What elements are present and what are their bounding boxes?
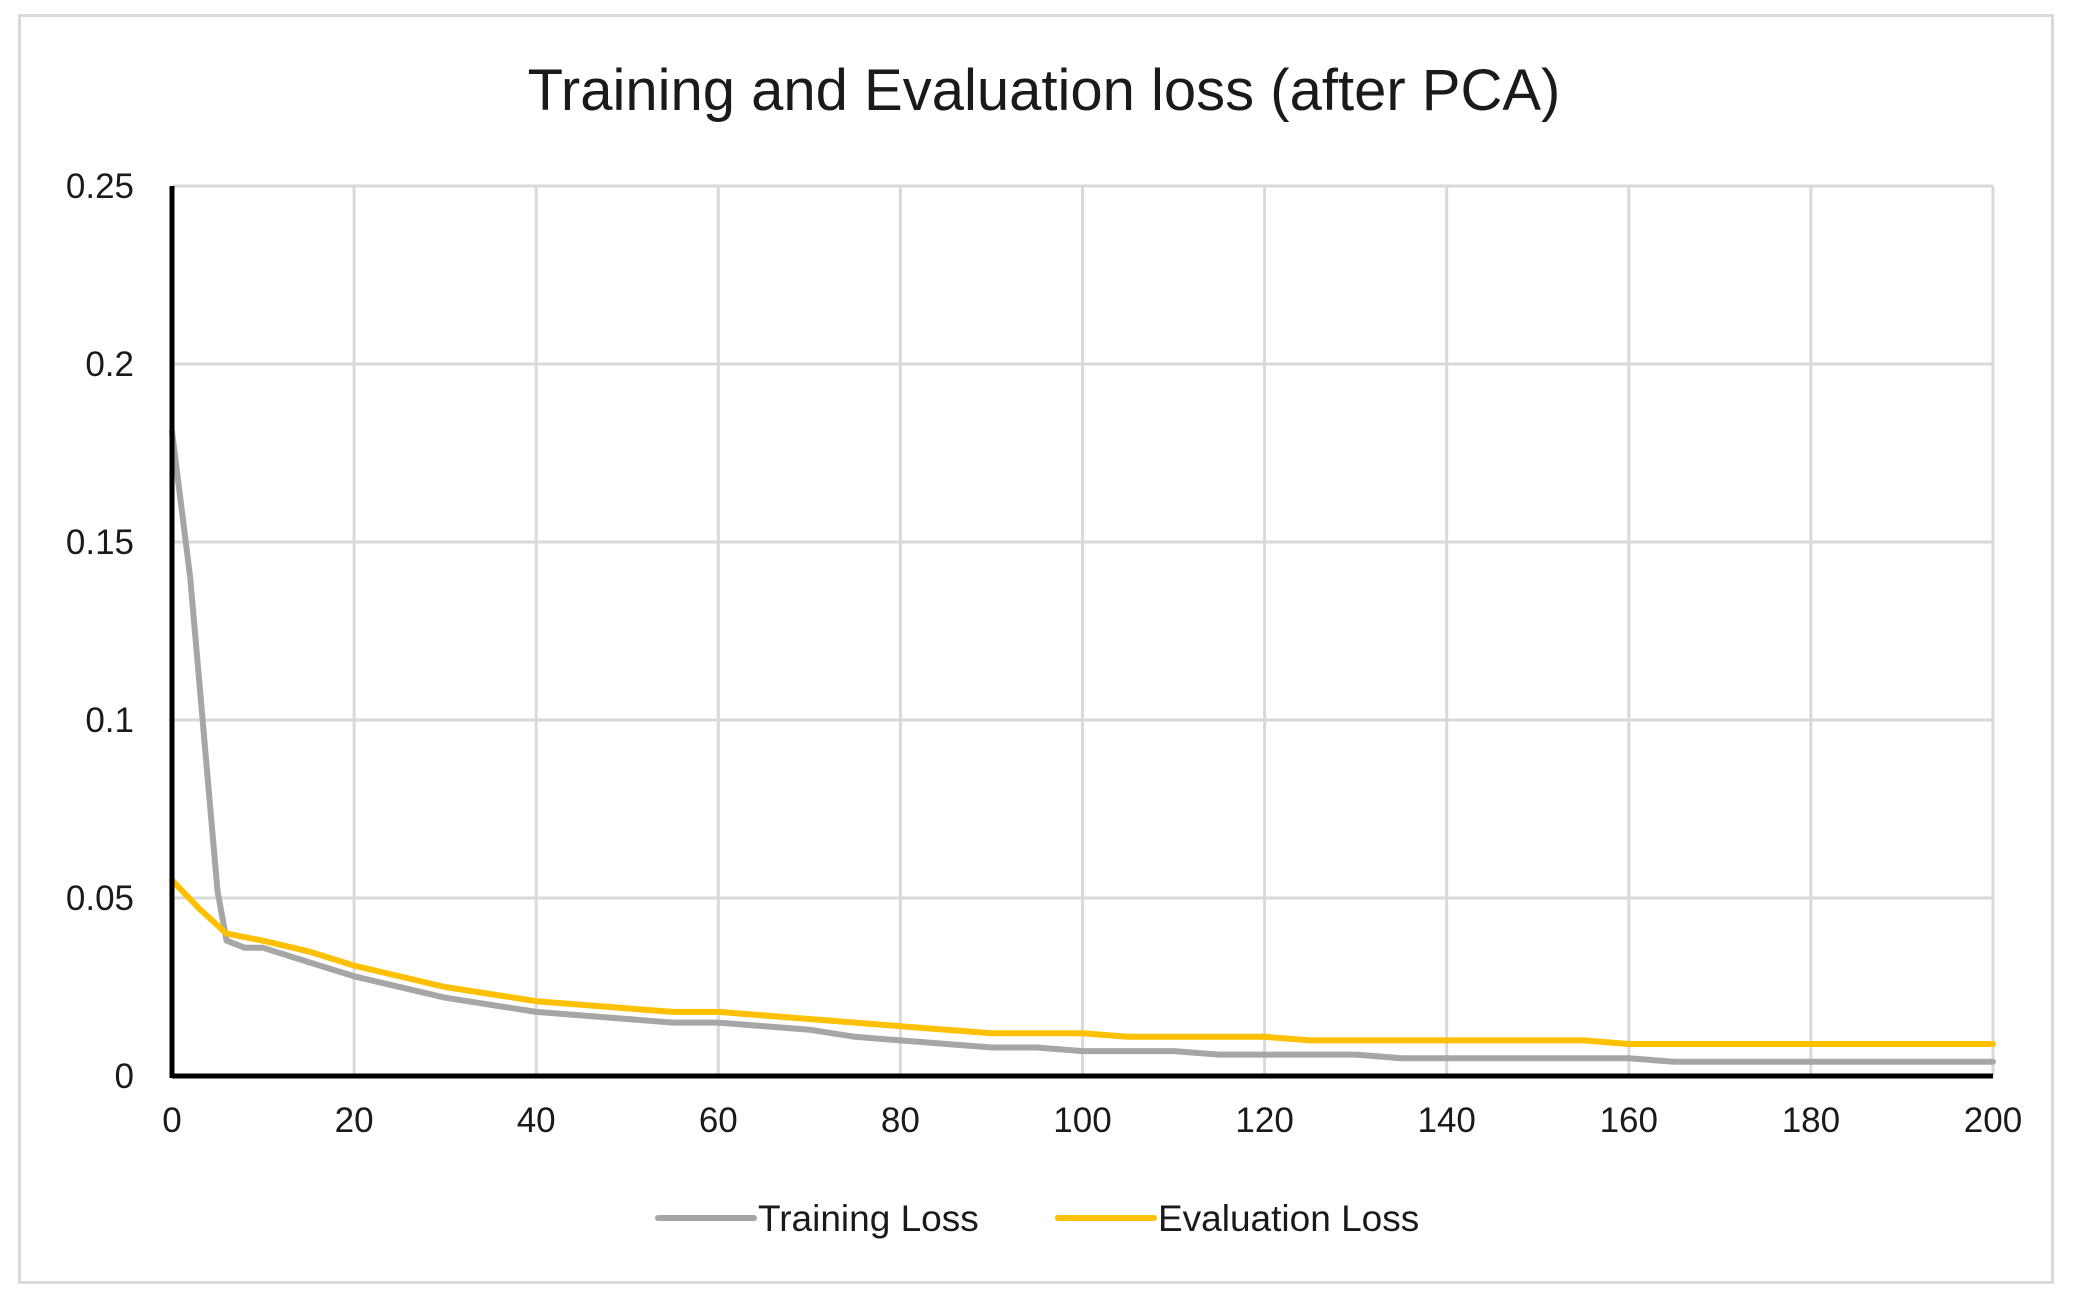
x-tick-label: 140	[1417, 1101, 1475, 1140]
series-lines	[169, 428, 1996, 1065]
x-tick-label: 80	[881, 1101, 920, 1140]
y-tick-label: 0.25	[66, 167, 134, 206]
axes	[169, 186, 1993, 1079]
series-line-training-loss	[169, 428, 1996, 1065]
x-tick-label: 180	[1782, 1101, 1840, 1140]
y-tick-label: 0.15	[66, 523, 134, 562]
x-tick-label: 160	[1600, 1101, 1658, 1140]
x-tick-label: 60	[699, 1101, 738, 1140]
x-tick-label: 100	[1053, 1101, 1111, 1140]
y-tick-label: 0	[115, 1057, 134, 1096]
legend-label: Training Loss	[758, 1198, 979, 1239]
gridlines	[172, 184, 1995, 1076]
legend: Training Loss Evaluation Loss	[655, 1198, 1419, 1239]
series-line-evaluation-loss	[169, 877, 1996, 1047]
y-tick-label: 0.2	[85, 345, 134, 384]
chart-frame	[18, 14, 2054, 1284]
legend-label: Evaluation Loss	[1158, 1198, 1419, 1239]
x-tick-label: 40	[517, 1101, 556, 1140]
x-tick-label: 120	[1235, 1101, 1293, 1140]
y-tick-label: 0.1	[85, 701, 134, 740]
x-tick-labels: 0 20 40 60 80 100 120 140 160 180 200	[162, 1101, 2022, 1140]
x-tick-label: 0	[162, 1101, 181, 1140]
y-tick-label: 0.05	[66, 879, 134, 918]
chart-title: Training and Evaluation loss (after PCA)	[528, 58, 1561, 123]
y-tick-labels: 0 0.05 0.1 0.15 0.2 0.25	[66, 167, 134, 1096]
x-tick-label: 20	[335, 1101, 374, 1140]
x-tick-label: 200	[1964, 1101, 2022, 1140]
